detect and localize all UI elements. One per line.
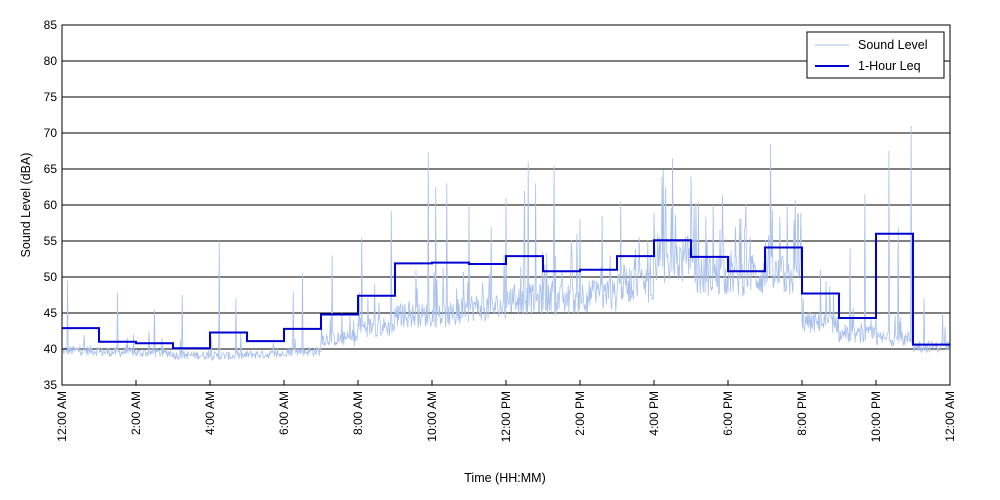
- y-tick-label: 60: [44, 198, 58, 212]
- y-tick-label: 75: [44, 90, 58, 104]
- x-axis-title: Time (HH:MM): [464, 471, 545, 485]
- y-tick-label: 80: [44, 54, 58, 68]
- y-tick-label: 65: [44, 162, 58, 176]
- y-tick-label: 35: [44, 378, 58, 392]
- x-tick-label: 4:00 PM: [647, 391, 661, 436]
- x-tick-label: 6:00 PM: [721, 391, 735, 436]
- legend-box: [806, 31, 945, 79]
- y-tick-label: 70: [44, 126, 58, 140]
- x-tick-label: 2:00 AM: [129, 391, 143, 435]
- y-tick-label: 55: [44, 234, 58, 248]
- legend: Sound Level 1-Hour Leq: [806, 31, 945, 79]
- x-tick-label: 10:00 AM: [425, 391, 439, 442]
- legend-label-leq: 1-Hour Leq: [858, 59, 921, 73]
- x-tick-label: 10:00 PM: [869, 391, 883, 442]
- leq-step-line: [62, 232, 950, 350]
- x-tick-label: 12:00 AM: [55, 391, 69, 442]
- y-axis-title: Sound Level (dBA): [19, 153, 33, 258]
- x-tick-label: 12:00 AM: [943, 391, 957, 442]
- y-tick-label: 50: [44, 270, 58, 284]
- x-tick-label: 6:00 AM: [277, 391, 291, 435]
- leq-series: [62, 232, 950, 350]
- y-axis: 35 40 45 50 55 60 65 70 75 80 85: [44, 18, 67, 392]
- y-tick-label: 40: [44, 342, 58, 356]
- x-tick-label: 2:00 PM: [573, 391, 587, 436]
- x-tick-label: 8:00 PM: [795, 391, 809, 436]
- x-tick-label: 8:00 AM: [351, 391, 365, 435]
- y-tick-label: 45: [44, 306, 58, 320]
- x-tick-label: 12:00 PM: [499, 391, 513, 442]
- x-axis: 12:00 AM 2:00 AM 4:00 AM 6:00 AM 8:00 AM 10:0…: [55, 380, 957, 442]
- y-tick-label: 85: [44, 18, 58, 32]
- legend-label-sound-level: Sound Level: [858, 38, 928, 52]
- x-tick-label: 4:00 AM: [203, 391, 217, 435]
